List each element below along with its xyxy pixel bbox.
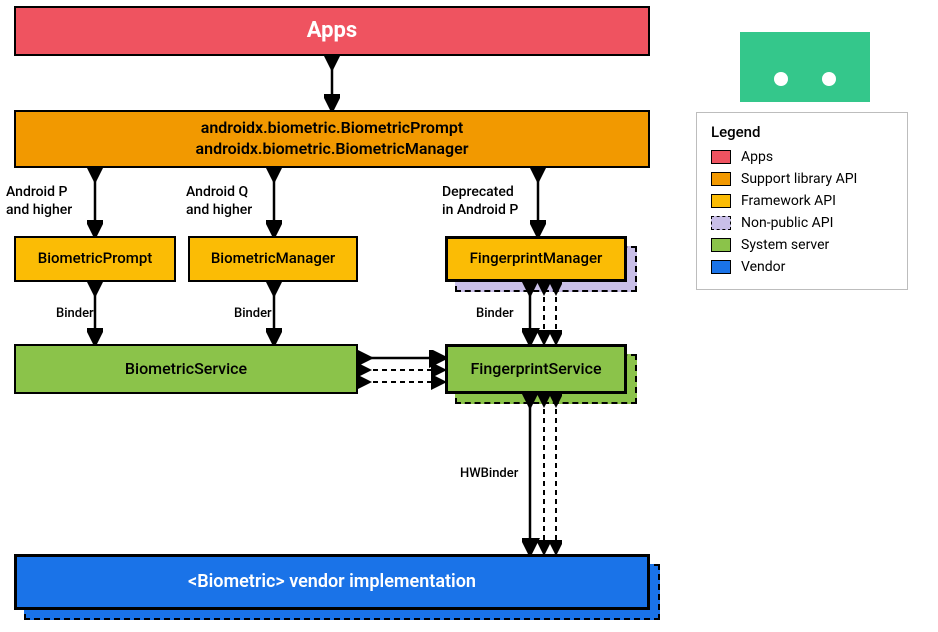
legend-label-framework: Framework API: [741, 193, 836, 209]
box-biometric-manager: BiometricManager: [188, 236, 358, 282]
swatch-apps: [711, 150, 731, 164]
legend-item-apps: Apps: [711, 149, 893, 165]
arrow-support-bp: [87, 168, 103, 236]
swatch-vendor: [711, 260, 731, 274]
label-android-p: Android P and higher: [6, 184, 72, 219]
legend-label-support: Support library API: [741, 171, 857, 187]
label-android-q: Android Q and higher: [186, 184, 252, 219]
legend-label-vendor: Vendor: [741, 259, 785, 275]
arrow-bs-fs: [358, 350, 445, 390]
support-line1: androidx.biometric.BiometricPrompt: [201, 118, 463, 139]
support-line2: androidx.biometric.BiometricManager: [196, 139, 469, 160]
fingerprint-manager-label: FingerprintManager: [470, 249, 603, 269]
label-binder-3: Binder: [476, 306, 514, 322]
legend-label-system: System server: [741, 237, 829, 253]
fingerprint-service-label: FingerprintService: [470, 359, 601, 380]
arrow-fs-vendor: [522, 394, 562, 554]
biometric-prompt-label: BiometricPrompt: [38, 249, 153, 269]
legend-label-nonpublic: Non-public API: [741, 215, 833, 231]
arrow-support-fm: [530, 168, 546, 236]
legend-title: Legend: [711, 123, 893, 141]
box-support-library: androidx.biometric.BiometricPrompt andro…: [14, 110, 650, 168]
box-apps: Apps: [14, 6, 650, 56]
legend-item-nonpublic: Non-public API: [711, 215, 893, 231]
legend-item-system: System server: [711, 237, 893, 253]
android-robot-icon: [740, 32, 870, 102]
label-deprecated: Deprecated in Android P: [442, 184, 518, 219]
arrow-apps-support: [324, 56, 340, 110]
vendor-label: <Biometric> vendor implementation: [188, 570, 476, 593]
arrow-support-bm: [266, 168, 282, 236]
box-fingerprint-service: FingerprintService: [445, 344, 627, 394]
biometric-service-label: BiometricService: [125, 359, 247, 380]
legend-label-apps: Apps: [741, 149, 773, 165]
biometric-manager-label: BiometricManager: [211, 249, 335, 269]
box-fingerprint-manager: FingerprintManager: [445, 236, 627, 282]
box-vendor: <Biometric> vendor implementation: [14, 554, 650, 610]
box-biometric-prompt: BiometricPrompt: [14, 236, 176, 282]
box-biometric-service: BiometricService: [14, 344, 358, 394]
swatch-system: [711, 238, 731, 252]
swatch-support: [711, 172, 731, 186]
arrow-bp-bs: [87, 282, 103, 344]
label-hwbinder: HWBinder: [460, 466, 518, 482]
legend-item-vendor: Vendor: [711, 259, 893, 275]
swatch-framework: [711, 194, 731, 208]
legend-item-framework: Framework API: [711, 193, 893, 209]
swatch-nonpublic: [711, 216, 731, 230]
arrow-fm-fs: [522, 282, 562, 344]
legend-item-support: Support library API: [711, 171, 893, 187]
legend-box: Legend Apps Support library API Framewor…: [696, 112, 908, 290]
arrow-bm-bs: [266, 282, 282, 344]
box-apps-label: Apps: [307, 17, 357, 46]
